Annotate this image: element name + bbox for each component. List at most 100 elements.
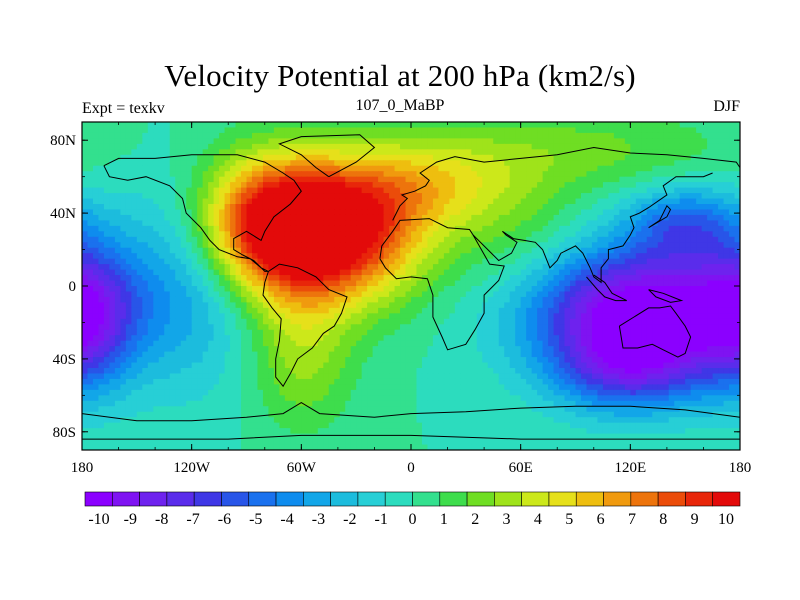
field-cell xyxy=(663,214,670,221)
field-cell xyxy=(317,231,324,238)
field-cell xyxy=(273,220,280,227)
field-cell xyxy=(334,220,341,227)
field-cell xyxy=(504,247,511,254)
field-cell xyxy=(98,176,105,183)
field-cell xyxy=(219,258,226,265)
field-cell xyxy=(471,307,478,314)
field-cell xyxy=(251,132,259,139)
field-cell xyxy=(257,209,264,216)
field-cell xyxy=(712,324,719,331)
field-cell xyxy=(586,138,593,145)
field-cell xyxy=(284,247,291,254)
field-cell xyxy=(476,302,483,309)
field-cell xyxy=(471,236,478,243)
field-cell xyxy=(580,165,588,172)
field-cell xyxy=(498,280,505,287)
field-cell xyxy=(729,286,736,293)
field-cell xyxy=(361,269,368,276)
field-cell xyxy=(707,176,714,183)
field-cell xyxy=(416,204,423,211)
field-cell xyxy=(405,149,412,156)
field-cell xyxy=(356,242,363,249)
field-cell xyxy=(169,253,176,260)
field-cell xyxy=(213,204,220,211)
field-cell xyxy=(257,204,264,211)
field-cell xyxy=(131,236,138,243)
field-cell xyxy=(367,187,374,194)
field-cell xyxy=(613,193,620,200)
field-cell xyxy=(202,132,209,139)
field-cell xyxy=(454,154,461,161)
field-cell xyxy=(273,324,280,331)
field-cell xyxy=(235,225,242,232)
field-cell xyxy=(103,280,111,287)
field-cell xyxy=(526,176,533,183)
field-cell xyxy=(465,187,472,194)
field-cell xyxy=(103,236,111,243)
field-cell xyxy=(120,143,127,150)
field-cell xyxy=(416,182,423,189)
field-cell xyxy=(641,324,648,331)
field-cell xyxy=(279,258,286,265)
field-cell xyxy=(729,171,736,178)
field-cell xyxy=(602,340,609,347)
field-cell xyxy=(570,236,577,243)
field-cell xyxy=(509,280,516,287)
field-cell xyxy=(602,307,609,314)
field-cell xyxy=(411,242,418,249)
field-cell xyxy=(208,313,215,320)
field-cell xyxy=(580,275,588,282)
field-cell xyxy=(734,132,740,139)
field-cell xyxy=(251,225,259,232)
field-cell xyxy=(613,242,620,249)
field-cell xyxy=(301,247,308,254)
field-cell xyxy=(301,296,308,303)
field-cell xyxy=(482,231,489,238)
field-cell xyxy=(542,247,549,254)
field-cell xyxy=(202,296,209,303)
field-cell xyxy=(696,198,703,205)
field-cell xyxy=(202,171,209,178)
field-cell xyxy=(570,258,577,265)
field-cell xyxy=(125,313,132,320)
field-cell xyxy=(306,269,313,276)
field-cell xyxy=(87,182,94,189)
field-cell xyxy=(619,149,626,156)
field-cell xyxy=(487,143,494,150)
field-cell xyxy=(224,302,231,309)
field-cell xyxy=(652,236,659,243)
field-cell xyxy=(487,318,494,325)
field-cell xyxy=(92,204,100,211)
field-cell xyxy=(646,313,653,320)
field-cell xyxy=(186,258,193,265)
field-cell xyxy=(98,204,105,211)
field-cell xyxy=(674,275,681,282)
field-cell xyxy=(202,264,209,271)
field-cell xyxy=(504,127,511,134)
field-cell xyxy=(284,149,291,156)
field-cell xyxy=(186,236,193,243)
field-cell xyxy=(641,154,648,161)
field-cell xyxy=(427,149,434,156)
field-cell xyxy=(619,182,626,189)
field-cell xyxy=(619,138,626,145)
field-cell xyxy=(224,127,231,134)
field-cell xyxy=(668,225,675,232)
field-cell xyxy=(306,291,313,298)
field-cell xyxy=(306,122,313,129)
field-cell xyxy=(460,209,467,216)
field-cell xyxy=(509,165,516,172)
field-cell xyxy=(87,149,94,156)
field-cell xyxy=(663,231,670,238)
field-cell xyxy=(208,198,215,205)
field-cell xyxy=(158,176,165,183)
field-cell xyxy=(685,149,692,156)
field-cell xyxy=(586,214,593,221)
field-cell xyxy=(476,193,483,200)
field-cell xyxy=(537,204,544,211)
field-cell xyxy=(197,220,204,227)
field-cell xyxy=(449,329,456,336)
field-cell xyxy=(175,247,182,254)
field-cell xyxy=(290,143,297,150)
field-cell xyxy=(109,165,116,172)
